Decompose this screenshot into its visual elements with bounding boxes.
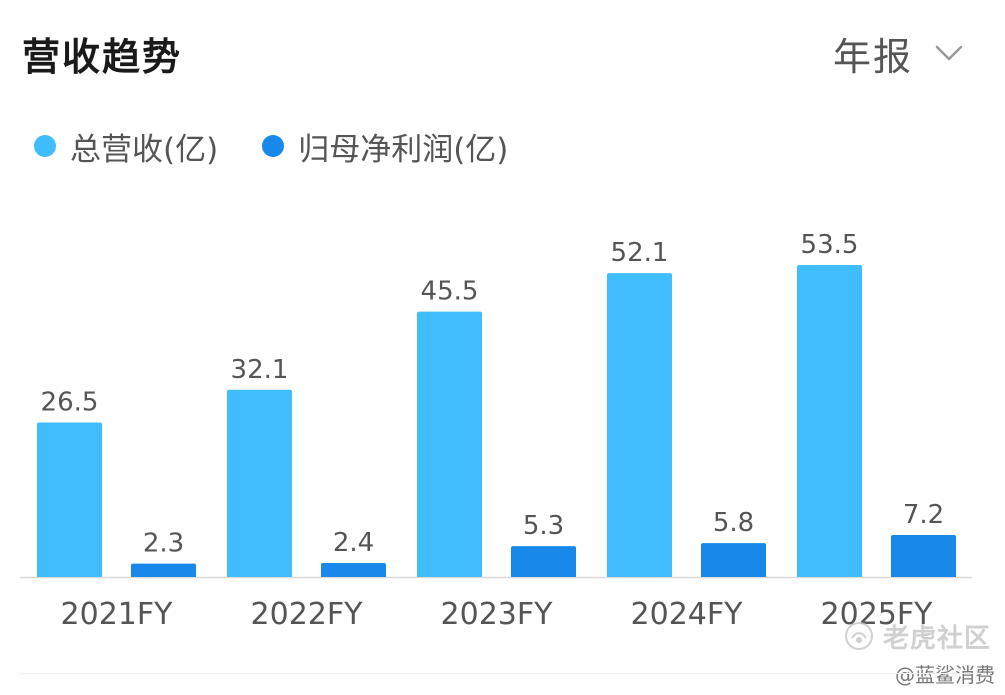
x-tick-label: 2024FY	[631, 597, 744, 632]
data-label-net-profit: 2.3	[143, 529, 184, 559]
period-label: 年报	[832, 34, 913, 79]
legend-dot-net-profit	[262, 135, 285, 157]
data-label-revenue: 45.5	[421, 277, 479, 307]
legend-dot-revenue	[34, 135, 56, 157]
data-label-revenue: 53.5	[801, 230, 859, 260]
x-tick-label: 2025FY	[821, 597, 934, 632]
legend-label-revenue: 总营收(亿)	[70, 131, 219, 168]
watermark-text: 老虎社区	[883, 624, 992, 654]
header: 营收趋势 年报	[0, 0, 1005, 100]
legend-label-net-profit: 归母净利润(亿)	[298, 131, 509, 168]
legend-item-revenue[interactable]: 总营收(亿)	[34, 124, 218, 169]
watermark-author: @蓝鲨消费	[895, 663, 995, 687]
bar-revenue[interactable]	[797, 264, 862, 577]
bar-net-profit[interactable]	[701, 543, 766, 577]
x-tick-label: 2022FY	[251, 597, 364, 632]
x-tick-label: 2023FY	[441, 597, 554, 632]
legend-item-net-profit[interactable]: 归母净利润(亿)	[262, 124, 508, 169]
bar-net-profit[interactable]	[511, 546, 576, 577]
x-tick-label: 2021FY	[61, 597, 174, 632]
bar-net-profit[interactable]	[891, 535, 956, 577]
data-label-net-profit: 5.8	[713, 508, 754, 538]
bar-net-profit[interactable]	[131, 563, 196, 577]
data-label-revenue: 32.1	[231, 355, 289, 385]
chevron-down-icon	[935, 44, 963, 62]
bar-revenue[interactable]	[607, 273, 672, 577]
data-label-revenue: 52.1	[611, 238, 669, 268]
bar-revenue[interactable]	[37, 422, 102, 577]
data-label-revenue: 26.5	[41, 387, 99, 417]
data-label-net-profit: 5.3	[523, 511, 564, 541]
chart-legend: 总营收(亿) 归母净利润(亿)	[34, 124, 552, 169]
bar-revenue[interactable]	[227, 389, 292, 577]
bar-revenue[interactable]	[417, 311, 482, 577]
period-dropdown[interactable]: 年报	[833, 26, 963, 80]
tiger-logo-icon	[845, 622, 873, 650]
bar-net-profit[interactable]	[321, 563, 386, 577]
divider	[20, 673, 985, 674]
page-title: 营收趋势	[22, 35, 183, 79]
data-label-net-profit: 2.4	[333, 528, 374, 558]
bar-chart: 26.5 2.3 2021FY 32.1 2.4 2022FY 45.5 5.3 2023FY 5…	[20, 230, 972, 632]
data-label-net-profit: 7.2	[903, 500, 944, 530]
